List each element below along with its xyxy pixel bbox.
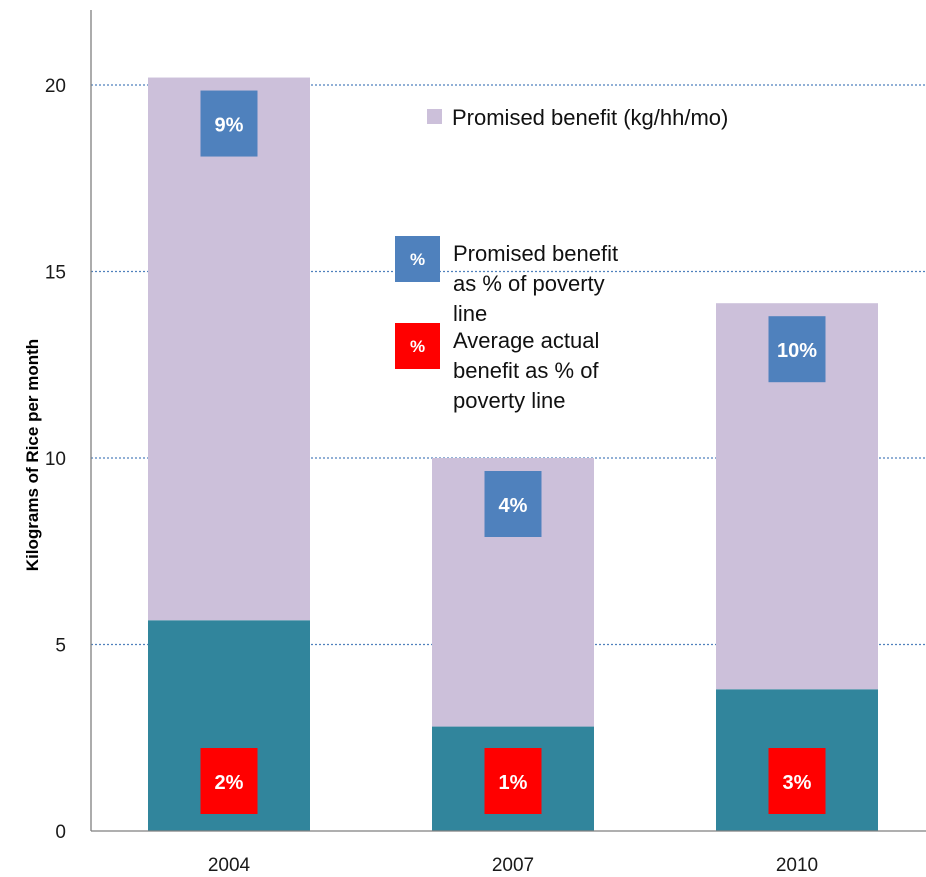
legend-label-actual-pct: poverty line [453,388,566,413]
legend-label-promised-pct: line [453,301,487,326]
x-tick-label: 2004 [208,855,251,876]
legend-symbol-promised-pct: % [410,250,425,269]
promised-pct-label: 10% [777,340,817,362]
y-tick-label: 20 [45,76,66,97]
actual-pct-badge [484,748,542,814]
actual-pct-badge [200,748,258,814]
y-tick-label: 15 [45,263,66,284]
promised-pct-label: 9% [215,115,244,137]
y-tick-label: 0 [55,822,66,843]
actual-pct-label: 3% [783,772,812,794]
legend-label-promised-kg: Promised benefit (kg/hh/mo) [452,105,728,130]
legend-symbol-actual-pct: % [410,337,425,356]
percent-badges: 9% 2% 4% 1% 10% 3% [200,90,826,814]
legend-label-actual-pct: benefit as % of [453,358,599,383]
legend: Promised benefit (kg/hh/mo)% Promised ben… [395,105,728,413]
promised-pct-label: 4% [499,495,528,517]
legend-swatch-promised-pct [395,236,440,282]
promised-pct-badge [200,90,258,157]
y-axis-label: Kilograms of Rice per month [23,339,42,571]
promised-pct-badge [768,316,826,383]
legend-label-promised-pct: as % of poverty [453,271,605,296]
axes: 0 5 10 15 20 Kilograms of Rice per month 2004 2… [23,10,926,876]
actual-pct-label: 1% [499,772,528,794]
actual-pct-label: 2% [215,772,244,794]
legend-swatch-actual-pct [395,323,440,369]
x-tick-label: 2010 [776,855,818,876]
x-tick-label: 2007 [492,855,534,876]
y-tick-label: 5 [55,636,66,657]
legend-label-promised-pct: Promised benefit [453,241,618,266]
y-tick-label: 10 [45,449,66,470]
legend-label-actual-pct: Average actual [453,328,599,353]
legend-swatch-promised-kg [427,109,442,124]
bar-promised-2004 [148,77,310,621]
promised-pct-badge [484,471,542,537]
bars [148,77,878,831]
actual-pct-badge [768,748,826,814]
